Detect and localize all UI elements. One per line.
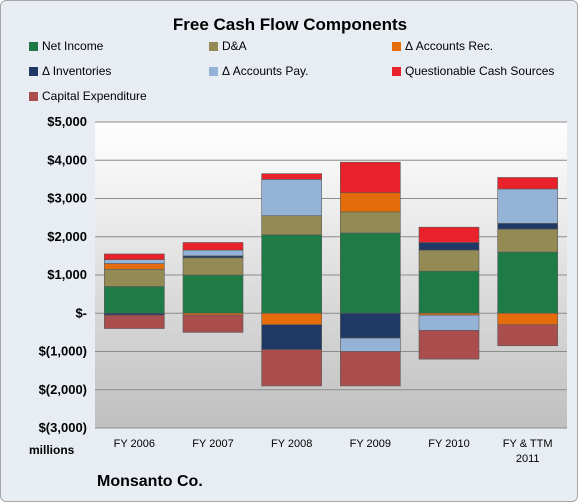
legend-swatch bbox=[392, 67, 401, 76]
bar-segment bbox=[497, 177, 558, 190]
legend-swatch bbox=[29, 67, 38, 76]
x-tick-label: 2011 bbox=[516, 453, 540, 465]
bar-segment bbox=[340, 312, 401, 339]
legend-swatch bbox=[29, 42, 38, 51]
bar-segment bbox=[340, 192, 401, 213]
x-tick-label: FY 2009 bbox=[350, 438, 391, 450]
legend-item: Questionable Cash Sources bbox=[392, 64, 554, 78]
bar-segment bbox=[104, 259, 165, 264]
bar-segment bbox=[340, 232, 401, 314]
bar-segment bbox=[497, 324, 558, 347]
legend-label: Questionable Cash Sources bbox=[405, 64, 555, 78]
legend-item: D&A bbox=[209, 39, 247, 53]
y-tick-label: $4,000 bbox=[47, 152, 87, 167]
bar-segment bbox=[497, 251, 558, 314]
legend-label: Δ Inventories bbox=[42, 64, 112, 78]
legend-label: Δ Accounts Rec. bbox=[405, 39, 494, 53]
legend-label: Δ Accounts Pay. bbox=[222, 64, 309, 78]
bar-segment bbox=[261, 349, 322, 387]
x-tick-label: FY 2008 bbox=[271, 438, 312, 450]
legend-item: Net Income bbox=[29, 39, 103, 53]
bar-segment bbox=[418, 249, 480, 272]
bar-segment bbox=[182, 249, 244, 257]
bar-segment bbox=[418, 330, 480, 360]
legend-item: Capital Expenditure bbox=[29, 89, 147, 103]
x-tick-label: FY 2010 bbox=[428, 438, 469, 450]
bar-segment bbox=[261, 312, 322, 326]
bar-segment bbox=[182, 314, 244, 333]
bar-segment bbox=[418, 242, 480, 251]
bar-segment bbox=[340, 337, 401, 352]
bar-segment bbox=[104, 286, 165, 314]
bar-segment bbox=[497, 223, 558, 230]
legend-swatch bbox=[209, 42, 218, 51]
y-tick-label: $2,000 bbox=[47, 229, 87, 244]
x-tick-label: FY 2006 bbox=[114, 438, 155, 450]
bar-segment bbox=[261, 179, 322, 217]
chart-title: Free Cash Flow Components bbox=[172, 15, 408, 34]
bar-segment bbox=[418, 226, 480, 243]
y-tick-label: $(2,000) bbox=[39, 382, 87, 397]
y-tick-label: $5,000 bbox=[47, 114, 87, 129]
bar-segment bbox=[182, 257, 244, 276]
bar-segment bbox=[418, 314, 480, 331]
bar-segment bbox=[261, 234, 322, 314]
units-label: millions bbox=[29, 443, 75, 457]
x-tick-label: FY & TTM bbox=[503, 438, 553, 450]
bar-segment bbox=[261, 324, 322, 350]
y-tick-label: $1,000 bbox=[47, 267, 87, 282]
legend-label: D&A bbox=[222, 39, 247, 53]
legend-label: Net Income bbox=[42, 39, 104, 53]
bar-segment bbox=[104, 253, 165, 260]
bar-segment bbox=[261, 215, 322, 236]
y-tick-label: $(3,000) bbox=[39, 420, 87, 435]
legend-swatch bbox=[209, 67, 218, 76]
legend-item: Δ Inventories bbox=[29, 64, 111, 78]
bar-segment bbox=[497, 312, 558, 326]
y-tick-label: $(1,000) bbox=[39, 344, 87, 359]
bar-segment bbox=[497, 188, 558, 224]
bar-segment bbox=[418, 270, 480, 314]
y-tick-label: $- bbox=[75, 305, 87, 320]
legend-item: Δ Accounts Pay. bbox=[209, 64, 309, 78]
x-tick-label: FY 2007 bbox=[192, 438, 233, 450]
bar-segment bbox=[104, 314, 165, 329]
bar-segment bbox=[104, 263, 165, 270]
bar-segment bbox=[104, 268, 165, 287]
bar-segment bbox=[497, 228, 558, 253]
legend-item: Δ Accounts Rec. bbox=[392, 39, 493, 53]
legend-label: Capital Expenditure bbox=[42, 89, 147, 103]
bar-segment bbox=[340, 351, 401, 387]
bar-segment bbox=[261, 173, 322, 180]
company-name: Monsanto Co. bbox=[97, 473, 203, 490]
bar-segment bbox=[182, 274, 244, 314]
legend-swatch bbox=[29, 92, 38, 101]
legend-swatch bbox=[392, 42, 401, 51]
bar-segment bbox=[340, 211, 401, 234]
y-tick-label: $3,000 bbox=[47, 191, 87, 206]
bar-segment bbox=[340, 161, 401, 194]
bar-segment bbox=[182, 242, 244, 251]
